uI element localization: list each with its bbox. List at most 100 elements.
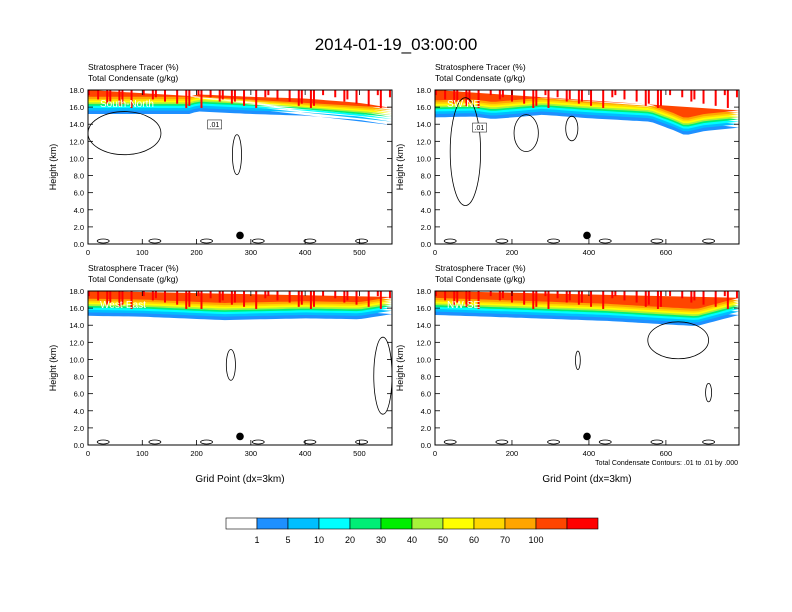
tracer-stripe [346, 90, 349, 100]
surface-contour [251, 439, 265, 445]
x-tick-label: 200 [506, 449, 519, 458]
y-axis-label: Height (km) [48, 144, 58, 191]
surface-contour [96, 238, 110, 244]
tracer-stripe [218, 291, 221, 303]
y-tick-label: 2.0 [74, 424, 84, 433]
surface-contour [598, 238, 612, 244]
y-tick-label: 8.0 [74, 373, 84, 382]
tracer-band-6 [88, 90, 392, 112]
panel-subtitle-tracer: Stratosphere Tracer (%) [435, 62, 526, 72]
tracer-stripe [702, 90, 705, 104]
contour-0 [225, 349, 236, 381]
tracer-stripe [300, 90, 303, 104]
tracer-stripe [565, 90, 568, 102]
colorbar-swatch [535, 517, 568, 530]
tracer-stripe [577, 90, 580, 104]
contour-label-box [207, 119, 222, 130]
tracer-stripe [498, 291, 501, 301]
tracer-stripe [644, 90, 647, 106]
y-tick-label: 14.0 [416, 120, 431, 129]
y-tick-label: 8.0 [421, 373, 431, 382]
tracer-stripe [218, 90, 221, 102]
y-tick-label: 10.0 [69, 154, 84, 163]
tracer-stripe [435, 90, 437, 96]
contour-label: .01 [475, 125, 485, 132]
tracer-stripe [185, 291, 188, 309]
colorbar: 1 5 10 20 30 40 50 60 70 100 [225, 517, 599, 545]
x-axis-label: Grid Point (dx=3km) [542, 474, 631, 485]
y-tick-label: 18.0 [69, 287, 84, 296]
colorbar-swatch [256, 517, 289, 530]
tracer-stripe [121, 291, 124, 305]
contour-2 [705, 383, 713, 403]
tracer-stripe [726, 291, 729, 309]
y-tick-label: 10.0 [416, 154, 431, 163]
tracer-stripe [243, 90, 246, 106]
tracer-stripe [188, 90, 191, 106]
surface-contour [547, 439, 560, 445]
colorbar-swatch [318, 517, 351, 530]
plot-frame [87, 89, 393, 245]
y-tick-label: 16.0 [416, 103, 431, 112]
tracer-stripe [714, 90, 717, 106]
tracer-stripe [614, 90, 617, 96]
tracer-stripe [343, 90, 346, 102]
x-tick-label: 200 [190, 248, 203, 257]
tracer-stripe [669, 291, 672, 297]
surface-contour [547, 238, 560, 244]
tracer-stripe [200, 291, 203, 309]
panel-subtitle-tracer: Stratosphere Tracer (%) [88, 62, 179, 72]
colorbar-label: 30 [376, 535, 386, 545]
location-marker [236, 231, 244, 240]
x-tick-label: 0 [433, 449, 437, 458]
surface-contour [443, 238, 457, 244]
tracer-stripe [118, 90, 121, 106]
tracer-stripe [489, 291, 492, 297]
contour-1 [373, 336, 392, 415]
y-tick-label: 0.0 [74, 441, 84, 450]
tracer-stripe [623, 291, 626, 301]
tracer-stripe [580, 291, 583, 303]
y-axis-label: Height (km) [395, 345, 405, 392]
y-tick-label: 12.0 [69, 338, 84, 347]
tracer-stripe [118, 291, 121, 307]
tracer-stripe [535, 90, 538, 106]
location-marker [583, 231, 591, 240]
x-tick-label: 400 [299, 248, 312, 257]
surface-contour [495, 439, 509, 445]
tracer-stripe [611, 291, 614, 299]
plot-frame [87, 290, 393, 446]
tracer-stripe [233, 291, 236, 303]
tracer-stripe [221, 291, 224, 301]
colorbar-label: 50 [438, 535, 448, 545]
tracer-stripe [176, 291, 179, 305]
tracer-stripe [659, 90, 662, 106]
tracer-stripe [456, 291, 459, 303]
tracer-stripe [614, 291, 617, 297]
tracer-stripe [456, 90, 459, 102]
condensate-contours [443, 321, 715, 445]
y-tick-label: 0.0 [421, 240, 431, 249]
contour-1 [575, 350, 581, 370]
tracer-stripe [376, 90, 379, 96]
panel-sw-ne: Stratosphere Tracer (%)Total Condensate … [395, 62, 740, 257]
tracer-stripe [233, 90, 236, 102]
tracer-stripe [243, 291, 246, 307]
tracer-stripe [379, 291, 382, 309]
tracer-stripe [367, 291, 370, 307]
y-tick-label: 6.0 [421, 390, 431, 399]
tracer-stripe [568, 90, 571, 100]
tracer-stripe [523, 291, 526, 305]
tracer-stripe [681, 291, 684, 299]
contour-1 [513, 114, 539, 152]
y-tick-label: 2.0 [421, 424, 431, 433]
x-tick-label: 100 [136, 449, 149, 458]
tracer-stripe [267, 90, 270, 96]
colorbar-label: 20 [345, 535, 355, 545]
tracer-stripe [501, 291, 504, 299]
condensate-contours [88, 111, 369, 244]
colorbar-label: 40 [407, 535, 417, 545]
y-tick-label: 4.0 [421, 206, 431, 215]
tracer-stripe [312, 90, 315, 106]
y-tick-label: 6.0 [421, 189, 431, 198]
